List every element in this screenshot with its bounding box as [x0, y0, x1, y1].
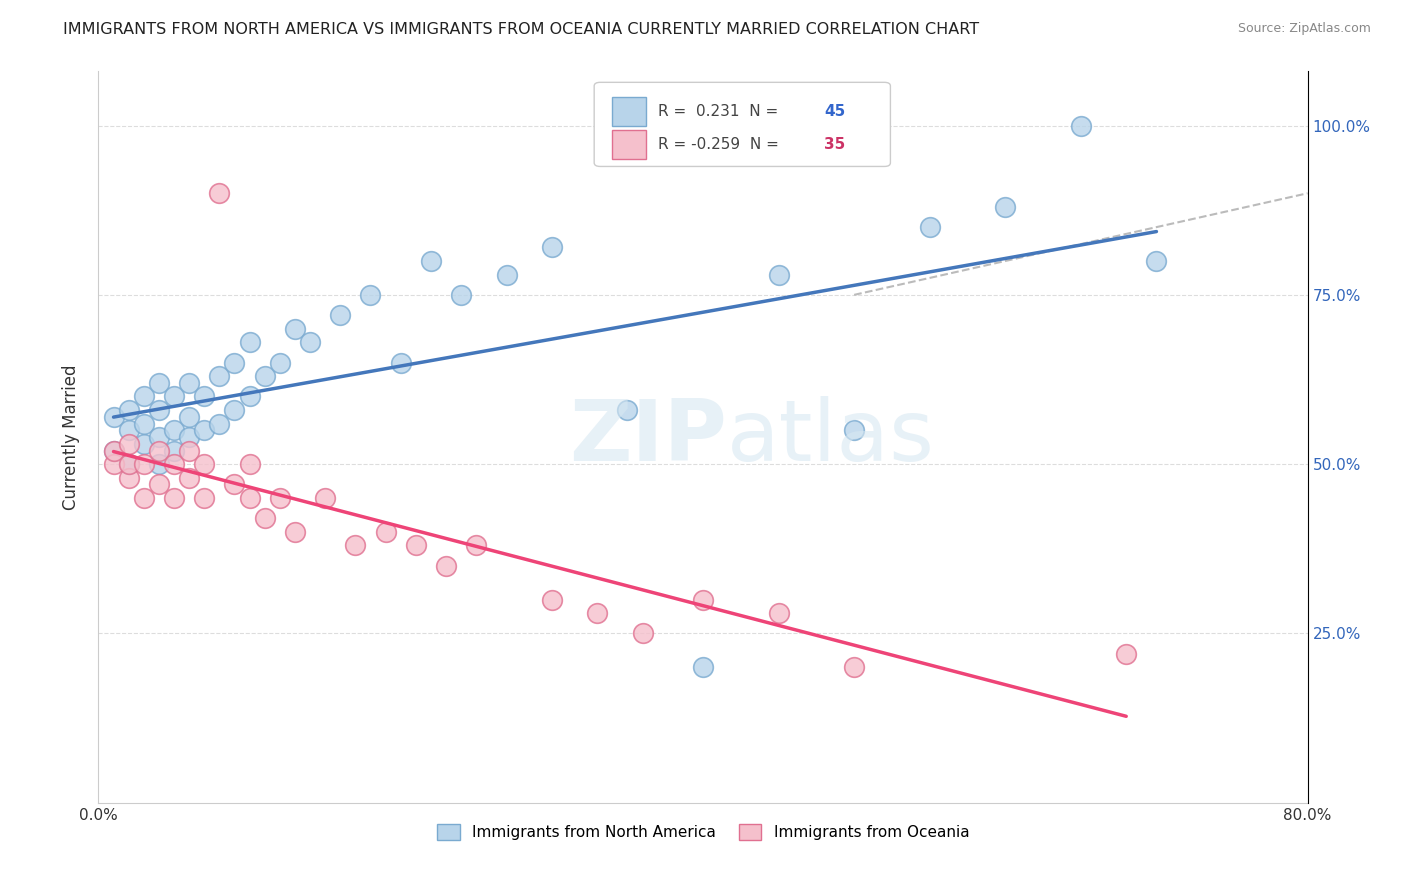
Point	[1070, 119, 1092, 133]
Point	[405, 538, 427, 552]
Y-axis label: Currently Married: Currently Married	[62, 364, 80, 510]
Point	[208, 186, 231, 201]
Point	[224, 403, 246, 417]
Point	[314, 491, 336, 505]
Point	[844, 660, 866, 674]
Point	[179, 443, 201, 458]
Point	[179, 409, 201, 424]
Point	[193, 423, 215, 437]
Point	[118, 437, 141, 451]
Point	[193, 389, 215, 403]
Point	[224, 477, 246, 491]
Point	[118, 403, 141, 417]
FancyBboxPatch shape	[595, 82, 890, 167]
Point	[239, 457, 262, 471]
Point	[118, 457, 141, 471]
Point	[389, 355, 412, 369]
Point	[208, 369, 231, 384]
Point	[239, 491, 262, 505]
Text: ZIP: ZIP	[569, 395, 727, 479]
Point	[179, 430, 201, 444]
Point	[540, 240, 562, 254]
Point	[994, 200, 1017, 214]
Point	[103, 443, 125, 458]
Point	[163, 443, 186, 458]
Bar	[613, 97, 647, 126]
Point	[163, 423, 186, 437]
Point	[148, 457, 170, 471]
Bar	[613, 130, 647, 159]
Point	[768, 268, 790, 282]
Point	[132, 437, 155, 451]
Point	[239, 335, 262, 350]
Point	[224, 355, 246, 369]
Point	[768, 606, 790, 620]
Point	[360, 288, 382, 302]
Point	[163, 389, 186, 403]
Point	[132, 491, 155, 505]
Point	[148, 477, 170, 491]
Point	[103, 409, 125, 424]
Point	[103, 457, 125, 471]
Point	[193, 491, 215, 505]
Point	[208, 417, 231, 431]
Point	[450, 288, 472, 302]
Text: 45: 45	[824, 104, 845, 120]
Point	[148, 430, 170, 444]
Point	[692, 592, 714, 607]
Point	[269, 491, 291, 505]
Point	[586, 606, 609, 620]
Point	[465, 538, 488, 552]
Point	[132, 417, 155, 431]
Point	[284, 322, 307, 336]
Point	[132, 389, 155, 403]
Point	[344, 538, 367, 552]
Point	[284, 524, 307, 539]
Point	[179, 376, 201, 390]
Point	[118, 423, 141, 437]
Text: Source: ZipAtlas.com: Source: ZipAtlas.com	[1237, 22, 1371, 36]
Point	[1115, 647, 1137, 661]
Point	[434, 558, 457, 573]
Point	[540, 592, 562, 607]
Point	[148, 403, 170, 417]
Legend: Immigrants from North America, Immigrants from Oceania: Immigrants from North America, Immigrant…	[430, 818, 976, 847]
Point	[692, 660, 714, 674]
Text: 35: 35	[824, 137, 845, 152]
Point	[420, 254, 443, 268]
Text: IMMIGRANTS FROM NORTH AMERICA VS IMMIGRANTS FROM OCEANIA CURRENTLY MARRIED CORRE: IMMIGRANTS FROM NORTH AMERICA VS IMMIGRA…	[63, 22, 980, 37]
Point	[844, 423, 866, 437]
Point	[148, 443, 170, 458]
Text: R = -0.259  N =: R = -0.259 N =	[658, 137, 785, 152]
Text: atlas: atlas	[727, 395, 935, 479]
Point	[132, 457, 155, 471]
Point	[918, 220, 941, 235]
Point	[163, 491, 186, 505]
Point	[616, 403, 638, 417]
Point	[631, 626, 654, 640]
Text: R =  0.231  N =: R = 0.231 N =	[658, 104, 783, 120]
Point	[118, 457, 141, 471]
Point	[269, 355, 291, 369]
Point	[148, 376, 170, 390]
Point	[118, 471, 141, 485]
Point	[253, 511, 276, 525]
Point	[329, 308, 352, 322]
Point	[163, 457, 186, 471]
Point	[299, 335, 322, 350]
Point	[193, 457, 215, 471]
Point	[103, 443, 125, 458]
Point	[374, 524, 396, 539]
Point	[179, 471, 201, 485]
Point	[239, 389, 262, 403]
Point	[495, 268, 517, 282]
Point	[253, 369, 276, 384]
Point	[1144, 254, 1167, 268]
